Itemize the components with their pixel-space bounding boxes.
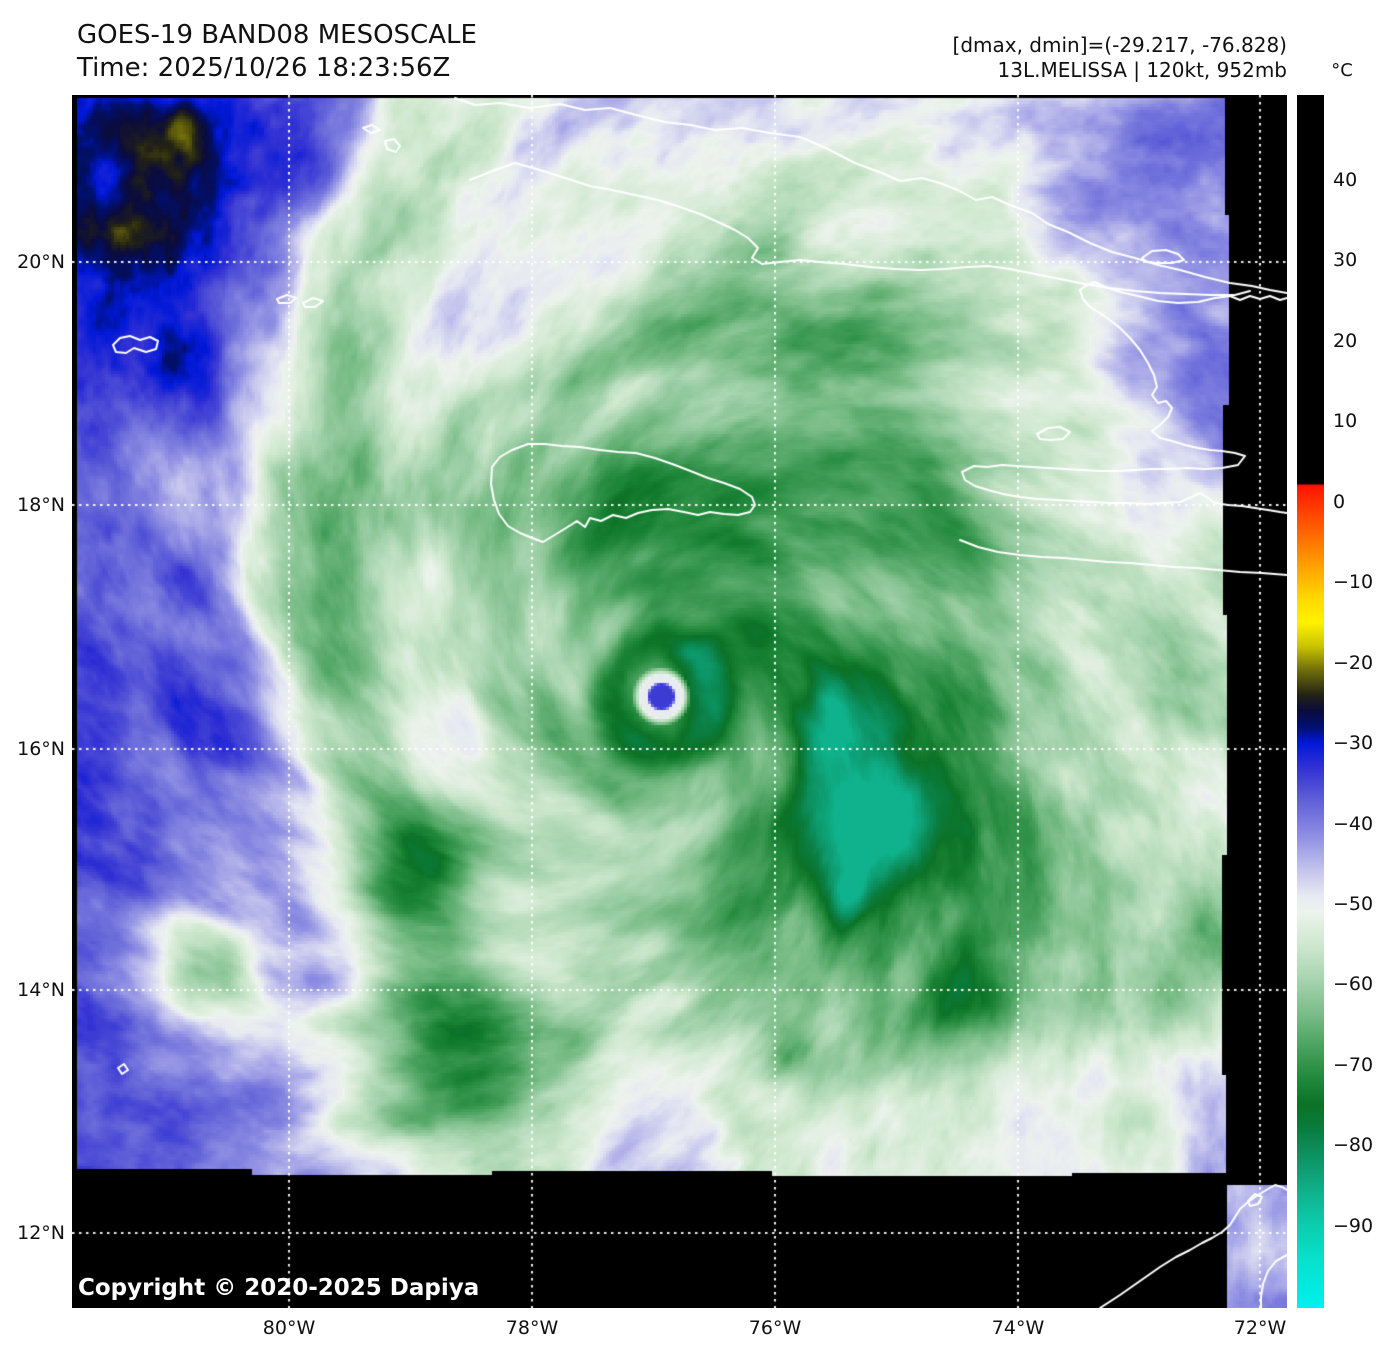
colorbar-tick-label: 40	[1333, 169, 1358, 191]
colorbar-tick-label: −20	[1333, 652, 1374, 674]
page-title: GOES-19 BAND08 MESOSCALE	[77, 20, 477, 50]
colorbar-tick-label: 20	[1333, 330, 1358, 352]
lat-tick-label: 14°N	[17, 979, 65, 1001]
colorbar-tick-label: −60	[1333, 973, 1374, 995]
lon-tick-label: 76°W	[748, 1317, 802, 1339]
colorbar	[1297, 95, 1324, 1308]
lat-tick-label: 20°N	[17, 251, 65, 273]
colorbar-tick-label: 0	[1333, 491, 1346, 513]
lon-tick-label: 78°W	[505, 1317, 559, 1339]
colorbar-tick-label: 30	[1333, 249, 1358, 271]
colorbar-tick-label: −80	[1333, 1134, 1374, 1156]
lat-tick-label: 12°N	[17, 1222, 65, 1244]
colorbar-unit-label: °C	[1331, 60, 1353, 81]
colorbar-tick-label: −40	[1333, 813, 1374, 835]
lon-tick-label: 72°W	[1233, 1317, 1287, 1339]
lat-tick-label: 16°N	[17, 738, 65, 760]
satellite-canvas	[72, 95, 1287, 1308]
lat-tick-label: 18°N	[17, 494, 65, 516]
satellite-map: Copyright © 2020-2025 Dapiya	[72, 95, 1287, 1308]
colorbar-tick-label: −90	[1333, 1215, 1374, 1237]
storm-info-label: 13L.MELISSA | 120kt, 952mb	[997, 58, 1287, 82]
colorbar-tick-label: −70	[1333, 1054, 1374, 1076]
timestamp-label: Time: 2025/10/26 18:23:56Z	[77, 53, 451, 83]
dmax-dmin-label: [dmax, dmin]=(-29.217, -76.828)	[952, 33, 1287, 57]
colorbar-tick-label: −30	[1333, 732, 1374, 754]
lon-tick-label: 74°W	[991, 1317, 1045, 1339]
lon-tick-label: 80°W	[262, 1317, 316, 1339]
colorbar-tick-label: −10	[1333, 571, 1374, 593]
copyright-label: Copyright © 2020-2025 Dapiya	[78, 1275, 480, 1301]
colorbar-tick-label: 10	[1333, 410, 1358, 432]
colorbar-tick-label: −50	[1333, 893, 1374, 915]
